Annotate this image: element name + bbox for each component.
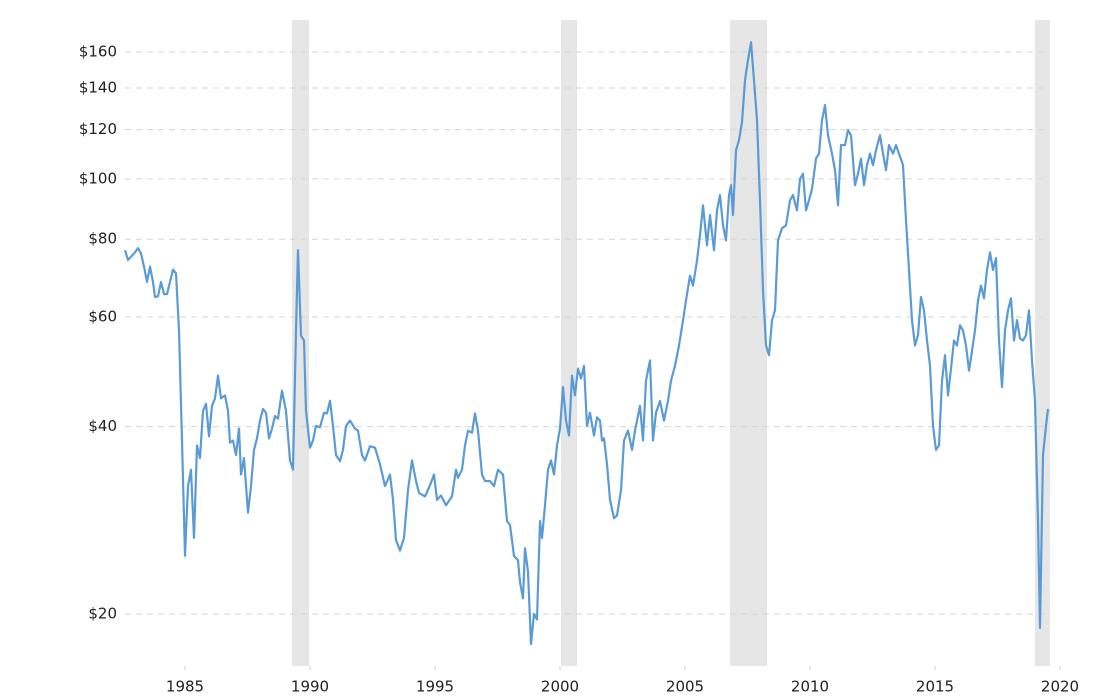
x-tick-label: 1985: [166, 678, 204, 696]
recession-band: [730, 20, 767, 666]
x-tick-label: 2015: [916, 678, 954, 696]
price-line: [123, 41, 1050, 646]
y-tick-label: $20: [88, 604, 117, 622]
y-tick-label: $100: [79, 169, 117, 187]
y-tick-label: $80: [88, 230, 117, 248]
x-tick-label: 2000: [541, 678, 579, 696]
recession-band: [292, 20, 309, 666]
y-tick-label: $160: [79, 42, 117, 60]
recession-band: [561, 20, 577, 666]
x-tick-label: 2020: [1041, 678, 1079, 696]
x-tick-label: 1990: [291, 678, 329, 696]
x-tick-label: 1995: [416, 678, 454, 696]
y-tick-label: $140: [79, 78, 117, 96]
y-tick-label: $60: [88, 307, 117, 325]
y-tick-label: $120: [79, 120, 117, 138]
x-tick-label: 2010: [791, 678, 829, 696]
x-tick-label: 2005: [666, 678, 704, 696]
recession-band: [1035, 20, 1050, 666]
y-tick-label: $40: [88, 417, 117, 435]
